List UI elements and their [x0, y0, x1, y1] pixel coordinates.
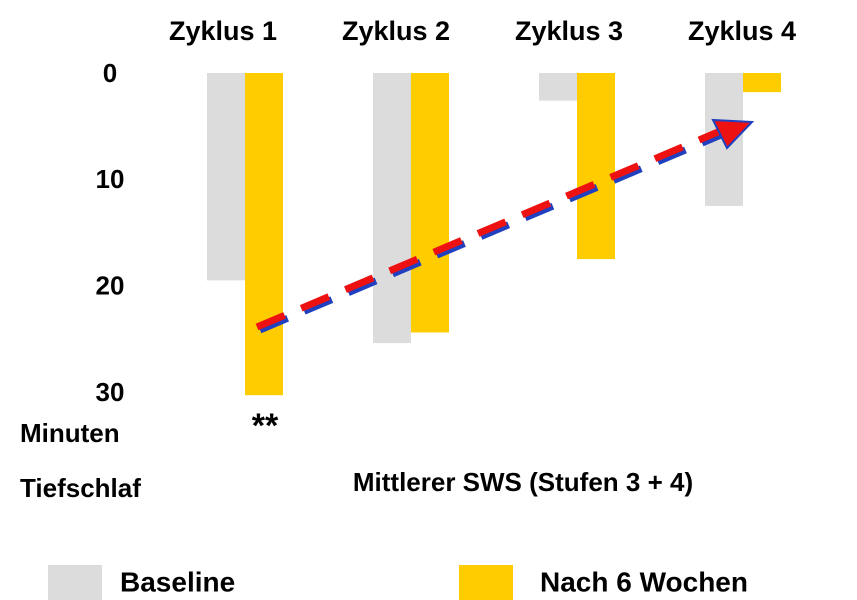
y-tick-label: 10	[96, 164, 125, 194]
bar	[743, 73, 781, 93]
legend-label: Nach 6 Wochen	[540, 566, 748, 597]
x-tick-label: Zyklus 1	[169, 16, 277, 46]
bar	[411, 73, 449, 333]
annotation: **	[252, 407, 279, 445]
legend-swatch	[48, 565, 102, 600]
y-tick-label: 30	[96, 377, 125, 407]
legend-label: Baseline	[120, 566, 235, 597]
y-tick-label: 20	[96, 271, 125, 301]
x-axis-label: Mittlerer SWS (Stufen 3 + 4)	[353, 467, 693, 497]
bar	[245, 73, 283, 396]
x-tick-label: Zyklus 4	[688, 16, 796, 46]
y-tick-label: 0	[103, 58, 117, 88]
legend-swatch	[459, 565, 513, 600]
trend-arrow	[255, 118, 755, 334]
x-tick-label: Zyklus 3	[515, 16, 623, 46]
bars	[207, 73, 781, 396]
bar	[373, 73, 411, 344]
bar	[207, 73, 245, 281]
bar	[577, 73, 615, 260]
x-tick-label: Zyklus 2	[342, 16, 450, 46]
bar	[539, 73, 577, 101]
y-axis-label: Tiefschlaf	[20, 473, 141, 503]
y-axis-label: Minuten	[20, 418, 120, 448]
